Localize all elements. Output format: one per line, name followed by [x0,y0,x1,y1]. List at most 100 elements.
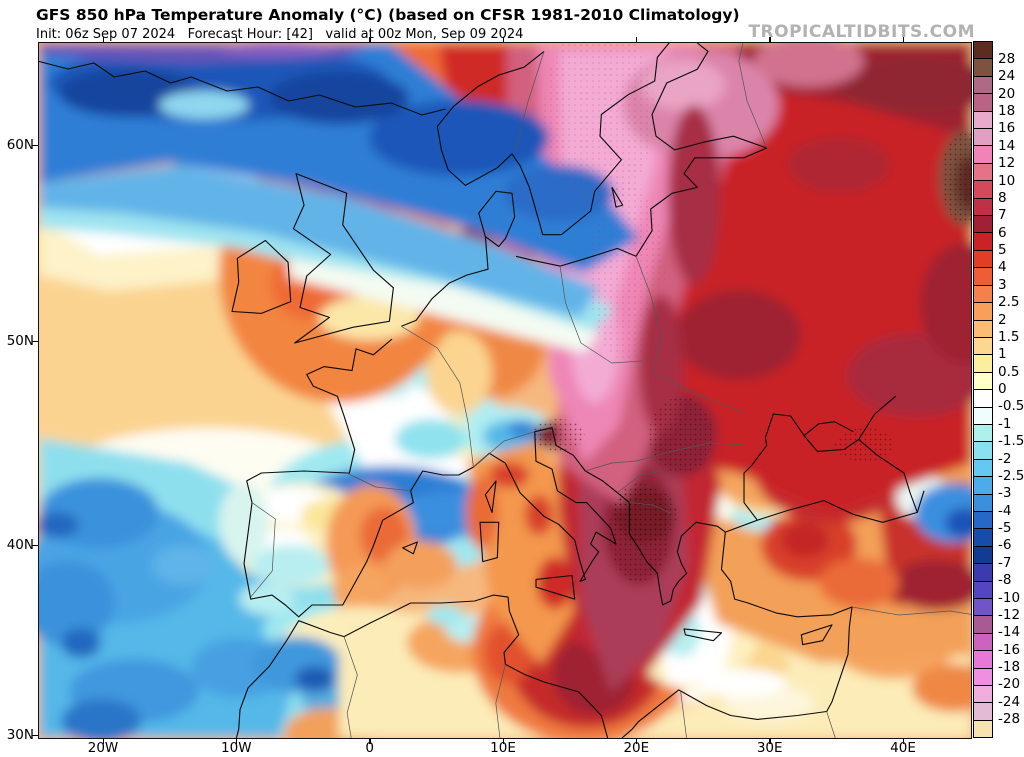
axis-tick [502,738,504,744]
axis-tick [902,738,904,744]
colorbar-label: 28 [998,50,1016,67]
colorbar-label: -7 [998,554,1012,571]
lat-label: 30N [6,727,34,743]
colorbar-label: -8 [998,572,1012,589]
lon-label: 40E [890,740,916,756]
colorbar-label: -0.5 [998,398,1024,415]
colorbar-segment [974,633,992,652]
colorbar-segment [974,216,992,234]
colorbar-segment [974,337,992,356]
colorbar-label: -3 [998,485,1012,502]
colorbar-label: -14 [998,624,1021,641]
colorbar-label: -6 [998,537,1012,554]
colorbar-label: 2.5 [998,294,1020,311]
map-canvas[interactable] [38,42,972,739]
anomaly-blobs [39,43,971,738]
axis-tick [502,36,504,42]
colorbar-segment [974,424,992,443]
colorbar-label: 1 [998,346,1007,363]
colorbar-segment [974,303,992,321]
axis-tick [635,738,638,744]
colorbar-label: 20 [998,85,1016,102]
colorbar-label: -1 [998,415,1012,432]
colorbar-segment [974,285,992,304]
colorbar-segment [974,668,992,687]
init-forecast-line: Init: 06z Sep 07 2024 Forecast Hour: [42… [36,27,524,42]
colorbar-label: 0.5 [998,363,1020,380]
axis-tick [235,36,238,42]
colorbar-segment [974,76,992,95]
colorbar-label: -5 [998,520,1012,536]
colorbar-segment [974,59,992,77]
colorbar-label: 4 [998,259,1007,276]
axis-tick [769,738,771,744]
colorbar-label: -24 [998,693,1021,710]
axis-tick [769,36,771,42]
tropicaltidbits-watermark: TROPICALTIDBITS.COM [748,22,975,42]
colorbar-segment [974,250,992,269]
colorbar-segment [974,546,992,565]
colorbar-label: 2 [998,311,1007,328]
colorbar-label: 24 [998,68,1016,85]
colorbar-label: -10 [998,589,1021,606]
colorbar-segment [974,181,992,199]
axis-tick [31,144,38,146]
colorbar-segment [974,477,992,495]
axis-tick [235,738,238,744]
axis-tick [102,738,104,744]
colorbar-segment [974,355,992,373]
colorbar-segment [974,163,992,182]
colorbar-segment [974,564,992,582]
axis-tick [369,738,371,744]
axis-tick [31,734,38,736]
colorbar-segment [974,599,992,617]
lat-label: 50N [6,333,34,349]
colorbar-segment [974,198,992,217]
colorbar-segment [974,94,992,112]
colorbar-label: 5 [998,242,1007,258]
colorbar-segment [974,372,992,391]
lon-label: 10W [221,740,252,756]
colorbar-segment [974,459,992,478]
colorbar-label: 0 [998,381,1007,397]
coastlines [39,43,925,738]
lon-label: 30E [756,740,783,756]
colorbar-label: -18 [998,659,1021,675]
colorbar-segment [974,703,992,721]
colorbar-segment [974,407,992,425]
axis-tick [635,36,638,42]
lat-label: 60N [6,137,34,153]
lon-label: 10E [490,740,516,756]
axis-tick [31,340,38,342]
colorbar-label: 7 [998,207,1007,224]
colorbar-label: -16 [998,641,1021,658]
anomaly-field-svg [39,43,971,738]
colorbar-label: -28 [998,711,1021,728]
colorbar-label: -2 [998,450,1012,467]
lon-label: 0 [365,740,374,756]
colorbar-label: -1.5 [998,433,1024,450]
axis-tick [102,36,104,42]
colorbar-segment [974,42,992,60]
lon-label: 20E [623,740,650,756]
lat-label: 40N [6,537,34,553]
page-title: GFS 850 hPa Temperature Anomaly (°C) (ba… [36,6,740,24]
colorbar-segment [974,390,992,408]
colorbar-segment [974,268,992,286]
colorbar-label: 6 [998,224,1007,241]
colorbar-segment [974,581,992,599]
colorbar-segment [974,442,992,460]
colorbar-segment [974,233,992,251]
colorbar-segment [974,651,992,669]
country-borders [250,43,971,738]
colorbar-label: -20 [998,676,1021,693]
colorbar-label: 18 [998,103,1016,119]
colorbar-segment [974,129,992,147]
colorbar-segment [974,616,992,634]
colorbar-segment [974,111,992,130]
axis-tick [902,36,904,42]
colorbar-segment [974,720,992,738]
colorbar-label: 14 [998,137,1016,154]
colorbar-label: 10 [998,172,1016,189]
